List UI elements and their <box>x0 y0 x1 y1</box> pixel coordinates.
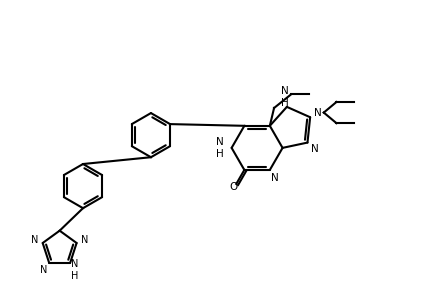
Text: N: N <box>41 265 48 275</box>
Text: N
H: N H <box>72 259 79 280</box>
Text: N: N <box>311 144 318 154</box>
Text: N: N <box>314 108 322 118</box>
Text: N: N <box>81 236 88 245</box>
Text: N
H: N H <box>216 137 224 159</box>
Text: N: N <box>31 236 38 245</box>
Text: N: N <box>271 173 278 183</box>
Text: N
H: N H <box>281 86 289 108</box>
Text: O: O <box>229 182 237 192</box>
